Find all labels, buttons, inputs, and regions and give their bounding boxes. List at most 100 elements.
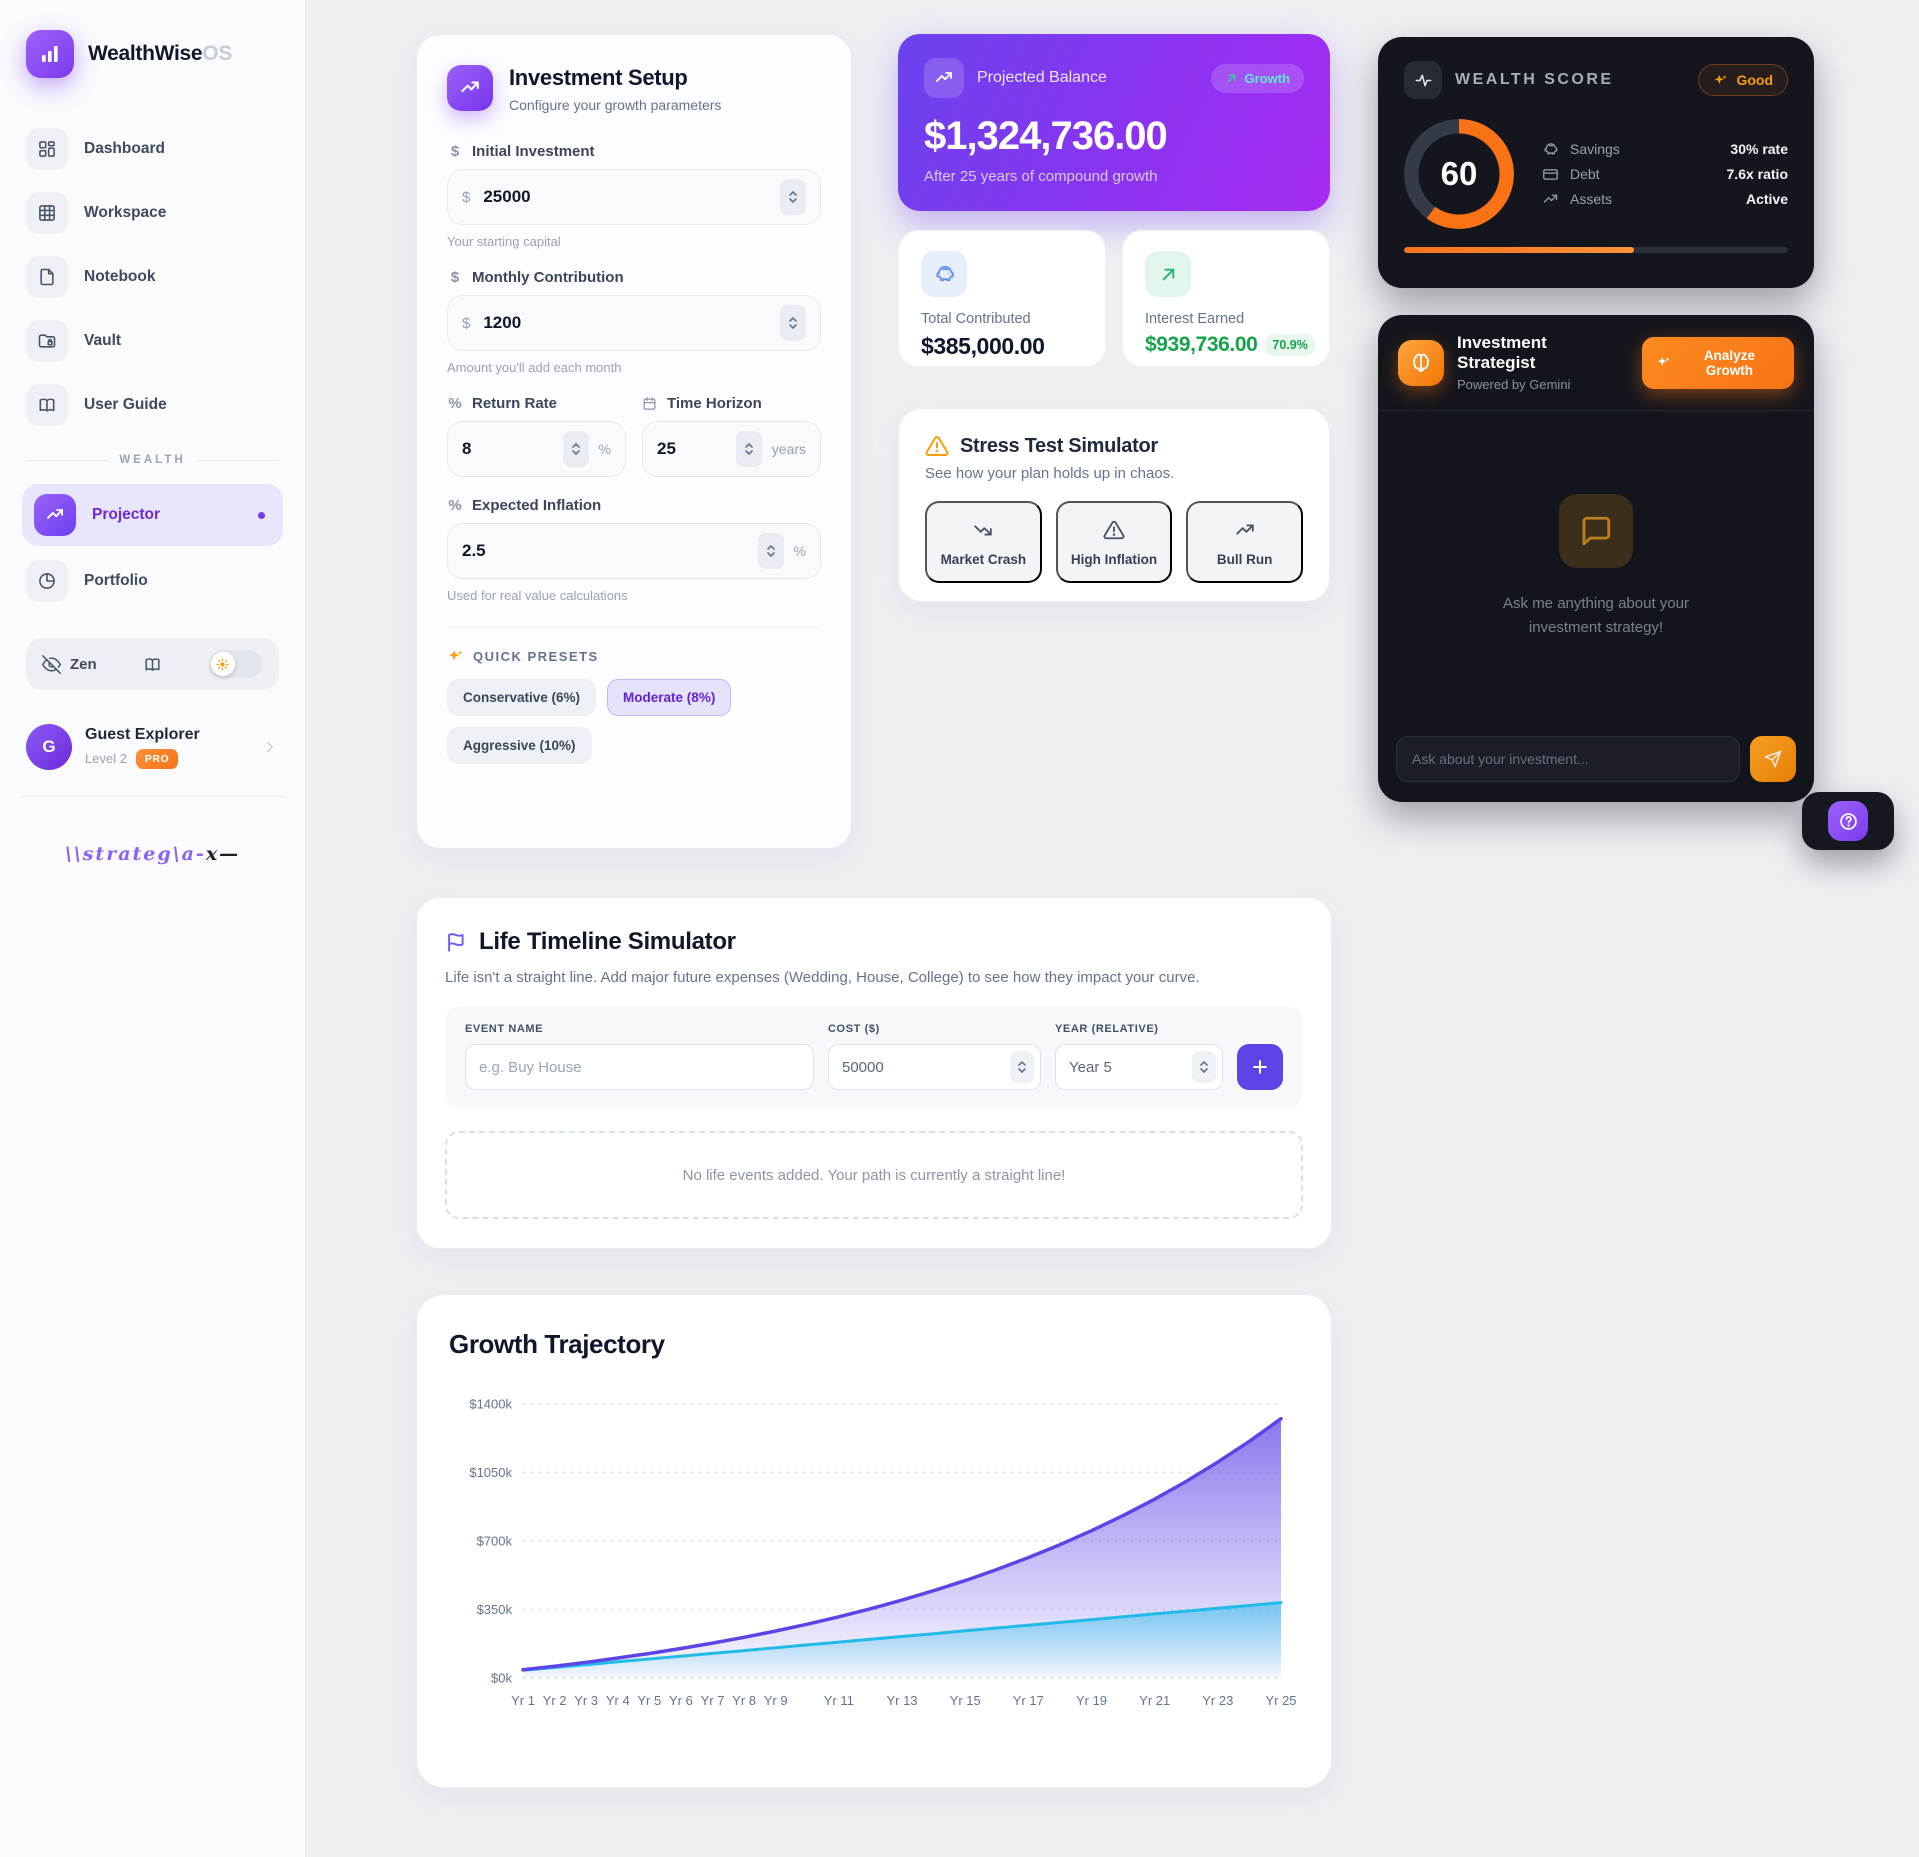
sidebar-divider	[20, 796, 285, 797]
card-title: Investment Setup	[509, 65, 688, 90]
stepper-control[interactable]	[1010, 1051, 1034, 1083]
theme-toggle-knob	[210, 652, 235, 676]
eye-off-icon	[42, 654, 61, 674]
monthly-contribution-field[interactable]	[483, 313, 780, 333]
svg-text:$350k: $350k	[477, 1602, 513, 1617]
sidebar-item-notebook[interactable]: Notebook	[26, 256, 279, 298]
event-name-field[interactable]	[479, 1058, 807, 1076]
app-logo: WealthWiseOS	[26, 30, 279, 78]
cost-field[interactable]	[842, 1058, 1010, 1076]
svg-text:Yr 15: Yr 15	[950, 1693, 981, 1708]
arrow-up-right-icon	[1227, 74, 1235, 82]
active-indicator-dot	[258, 511, 265, 519]
help-circle-icon	[1839, 812, 1857, 830]
sidebar-item-user-guide[interactable]: User Guide	[26, 384, 279, 426]
help-button[interactable]	[1828, 801, 1868, 841]
warning-triangle-icon	[925, 435, 949, 456]
notebook-icon	[26, 256, 68, 298]
time-horizon-input[interactable]: years	[642, 421, 821, 477]
sun-icon	[216, 657, 230, 671]
event-name-input[interactable]	[465, 1044, 814, 1090]
sidebar-item-label: Workspace	[84, 204, 167, 221]
stepper-control[interactable]	[562, 431, 589, 467]
preset-conservative-button[interactable]: Conservative (6%)	[447, 679, 597, 716]
sidebar-item-dashboard[interactable]: Dashboard	[26, 128, 279, 170]
projector-trend-icon	[34, 494, 76, 536]
divider	[447, 627, 821, 628]
monthly-contribution-label: $ Monthly Contribution	[447, 269, 821, 286]
svg-text:Yr 5: Yr 5	[637, 1693, 661, 1708]
high-inflation-button[interactable]: High Inflation	[1055, 501, 1173, 583]
quick-presets-label: QUICK PRESETS	[447, 648, 821, 665]
analyze-growth-button[interactable]: Analyze Growth	[1641, 336, 1794, 389]
years-suffix: years	[771, 441, 806, 457]
dollar-prefix: $	[462, 188, 471, 206]
life-timeline-card: Life Timeline Simulator Life isn't a str…	[416, 897, 1332, 1249]
user-profile[interactable]: G Guest Explorer Level 2 PRO	[26, 724, 279, 770]
year-label: YEAR (RELATIVE)	[1055, 1023, 1159, 1035]
expected-inflation-input[interactable]: %	[447, 523, 821, 579]
vault-folder-lock-icon	[26, 320, 68, 362]
wealth-section-label: WEALTH	[119, 454, 186, 466]
return-rate-label: % Return Rate	[448, 395, 558, 412]
stepper-control[interactable]	[735, 431, 762, 467]
app-title: WealthWiseOS	[88, 42, 233, 65]
profile-name: Guest Explorer	[85, 725, 200, 743]
trending-down-icon	[974, 525, 993, 536]
projected-balance-card: Projected Balance Growth $1,324,736.00 A…	[898, 34, 1330, 211]
initial-investment-input[interactable]: $	[447, 169, 821, 225]
score-gauge: 60	[1404, 119, 1514, 229]
bull-run-button[interactable]: Bull Run	[1186, 501, 1304, 583]
cost-input[interactable]	[828, 1044, 1041, 1090]
expected-inflation-field[interactable]	[462, 541, 758, 561]
theme-toggle[interactable]	[208, 650, 263, 678]
trending-up-icon	[924, 58, 964, 98]
sidebar-item-projector[interactable]: Projector	[22, 484, 283, 546]
expected-inflation-label: % Expected Inflation	[448, 497, 602, 514]
monthly-contribution-input[interactable]: $	[447, 295, 821, 351]
score-progress-track	[1404, 247, 1788, 253]
strategist-chat-input[interactable]	[1396, 736, 1740, 782]
user-guide-book-icon	[26, 384, 68, 426]
stepper-control[interactable]	[780, 305, 806, 341]
send-button[interactable]	[1750, 736, 1796, 782]
score-row-savings: Savings 30% rate	[1542, 141, 1788, 158]
stat-label: Total Contributed	[921, 311, 1031, 327]
time-horizon-label: Time Horizon	[642, 395, 821, 412]
preset-moderate-button[interactable]: Moderate (8%)	[607, 679, 732, 716]
card-description: Life isn't a straight line. Add major fu…	[445, 969, 1200, 986]
initial-investment-field[interactable]	[483, 187, 780, 207]
card-title: WEALTH SCORE	[1455, 71, 1614, 88]
percent-icon: %	[448, 497, 462, 514]
year-field[interactable]	[1069, 1058, 1192, 1076]
score-status-badge: Good	[1698, 64, 1788, 96]
avatar: G	[26, 724, 72, 770]
chat-empty-state: Ask me anything about your investment st…	[1378, 411, 1814, 722]
time-horizon-field[interactable]	[657, 439, 736, 459]
dollar-prefix: $	[462, 314, 471, 332]
stepper-control[interactable]	[757, 533, 784, 569]
return-rate-input[interactable]: %	[447, 421, 626, 477]
investment-setup-card: Investment Setup Configure your growth p…	[416, 34, 852, 849]
reading-mode-icon[interactable]	[143, 655, 162, 674]
growth-badge: Growth	[1210, 63, 1304, 93]
app-logo-icon	[26, 30, 74, 78]
preset-aggressive-button[interactable]: Aggressive (10%)	[447, 727, 592, 764]
stepper-control[interactable]	[1192, 1051, 1216, 1083]
zen-toggle-label[interactable]: Zen	[42, 654, 97, 674]
return-rate-field[interactable]	[462, 439, 563, 459]
sidebar-item-vault[interactable]: Vault	[26, 320, 279, 362]
market-crash-button[interactable]: Market Crash	[925, 501, 1042, 583]
sidebar-item-label: Notebook	[84, 268, 156, 285]
score-row-assets: Assets Active	[1542, 191, 1788, 208]
svg-text:Yr 23: Yr 23	[1202, 1693, 1233, 1708]
sidebar-item-workspace[interactable]: Workspace	[26, 192, 279, 234]
sidebar: WealthWiseOS Dashboard Workspace Noteboo…	[0, 0, 306, 1857]
life-event-form: EVENT NAME COST ($) YEAR (RELATIVE)	[445, 1006, 1303, 1109]
stepper-control[interactable]	[780, 179, 806, 215]
year-input[interactable]	[1055, 1044, 1223, 1090]
stat-value: $385,000.00	[921, 333, 1045, 359]
add-event-button[interactable]	[1237, 1044, 1283, 1090]
initial-investment-label: $ Initial Investment	[447, 143, 821, 160]
sidebar-item-portfolio[interactable]: Portfolio	[26, 560, 279, 602]
